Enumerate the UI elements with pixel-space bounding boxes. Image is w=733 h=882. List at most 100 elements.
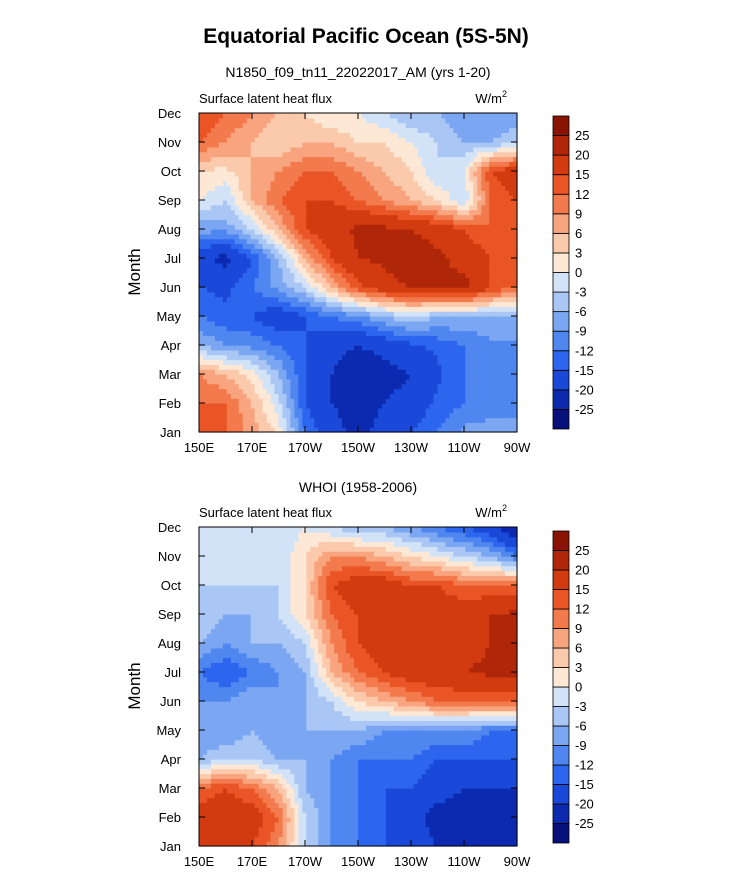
heatmap-cell [246, 316, 252, 322]
heatmap-cell [306, 229, 311, 235]
heatmap-cell [286, 253, 292, 259]
heatmap-cell [489, 282, 494, 288]
heatmap-cell [210, 335, 216, 341]
heatmap-cell [369, 185, 375, 191]
heatmap-cell [234, 127, 240, 133]
heatmap-cell [286, 200, 292, 206]
heatmap-cell [306, 301, 311, 307]
panel-model-units-base: W/m [475, 91, 502, 106]
heatmap-cell [473, 422, 478, 428]
heatmap-cell [342, 398, 347, 404]
heatmap-cell [373, 180, 379, 187]
heatmap-cell [421, 301, 427, 307]
heatmap-cell [513, 243, 518, 249]
heatmap-cell [294, 238, 299, 245]
heatmap-cell [262, 248, 268, 254]
heatmap-cell [314, 287, 319, 293]
heatmap-cell [453, 388, 458, 394]
heatmap-cell [437, 354, 443, 361]
heatmap-cell [354, 204, 359, 211]
heatmap-cell [270, 325, 276, 332]
heatmap-cell [457, 407, 462, 414]
heatmap-cell [214, 258, 220, 264]
heatmap-cell [393, 253, 399, 259]
heatmap-cell [346, 137, 351, 143]
heatmap-cell [473, 267, 478, 274]
heatmap-cell [214, 383, 220, 390]
heatmap-cell [314, 272, 319, 278]
heatmap-cell [310, 378, 315, 385]
heatmap-cell [274, 233, 280, 240]
heatmap-cell [493, 156, 498, 162]
heatmap-cell [369, 282, 375, 288]
heatmap-cell [238, 403, 244, 409]
heatmap-cell [433, 137, 439, 143]
heatmap-cell [369, 267, 375, 274]
heatmap-cell [409, 364, 415, 370]
heatmap-cell [501, 175, 506, 182]
heatmap-cell [226, 340, 232, 346]
heatmap-cell [338, 359, 343, 365]
heatmap-cell [258, 369, 264, 375]
heatmap-cell [298, 185, 303, 191]
heatmap-cell [417, 137, 423, 143]
heatmap-cell [477, 291, 482, 298]
heatmap-cell [385, 427, 391, 433]
heatmap-cell [381, 190, 387, 196]
heatmap-cell [377, 407, 383, 414]
heatmap-cell [222, 364, 228, 370]
heatmap-cell [501, 306, 506, 312]
heatmap-cell [338, 316, 343, 322]
heatmap-cell [202, 291, 208, 298]
heatmap-cell [242, 190, 248, 196]
heatmap-cell [381, 272, 387, 278]
heatmap-cell [385, 200, 391, 206]
heatmap-cell [258, 253, 264, 259]
heatmap-cell [509, 398, 514, 404]
heatmap-cell [449, 340, 455, 346]
heatmap-cell [234, 340, 240, 346]
heatmap-cell [354, 272, 359, 278]
heatmap-cell [310, 258, 315, 264]
heatmap-cell [310, 335, 315, 341]
heatmap-cell [306, 340, 311, 346]
heatmap-cell [469, 398, 474, 404]
heatmap-cell [286, 383, 292, 390]
heatmap-cell [473, 349, 478, 356]
heatmap-cell [206, 137, 212, 143]
heatmap-cell [413, 258, 419, 264]
heatmap-cell [429, 137, 435, 143]
heatmap-cell [381, 238, 387, 245]
heatmap-cell [365, 422, 371, 428]
heatmap-cell [334, 204, 339, 211]
heatmap-cell [505, 253, 510, 259]
heatmap-cell [326, 287, 331, 293]
heatmap-cell [445, 132, 451, 138]
heatmap-cell [365, 214, 371, 220]
heatmap-cell [465, 209, 470, 216]
heatmap-cell [425, 349, 431, 356]
heatmap-cell [493, 287, 498, 293]
heatmap-cell [501, 142, 506, 148]
heatmap-cell [290, 378, 296, 385]
heatmap-cell [286, 277, 292, 283]
heatmap-cell [493, 359, 498, 365]
heatmap-cell [238, 378, 244, 385]
heatmap-cell [326, 171, 331, 177]
heatmap-cell [457, 161, 462, 167]
heatmap-cell [421, 166, 427, 172]
heatmap-cell [306, 291, 311, 298]
heatmap-cell [421, 277, 427, 283]
heatmap-cell [246, 161, 252, 167]
heatmap-cell [497, 146, 502, 153]
heatmap-cell [346, 287, 351, 293]
heatmap-cell [421, 185, 427, 191]
heatmap-cell [258, 277, 264, 283]
heatmap-cell [202, 383, 208, 390]
heatmap-cell [481, 277, 486, 283]
heatmap-cell [421, 132, 427, 138]
heatmap-cell [505, 291, 510, 298]
heatmap-cell [433, 233, 439, 240]
heatmap-cell [401, 403, 407, 409]
heatmap-cell [354, 354, 359, 361]
